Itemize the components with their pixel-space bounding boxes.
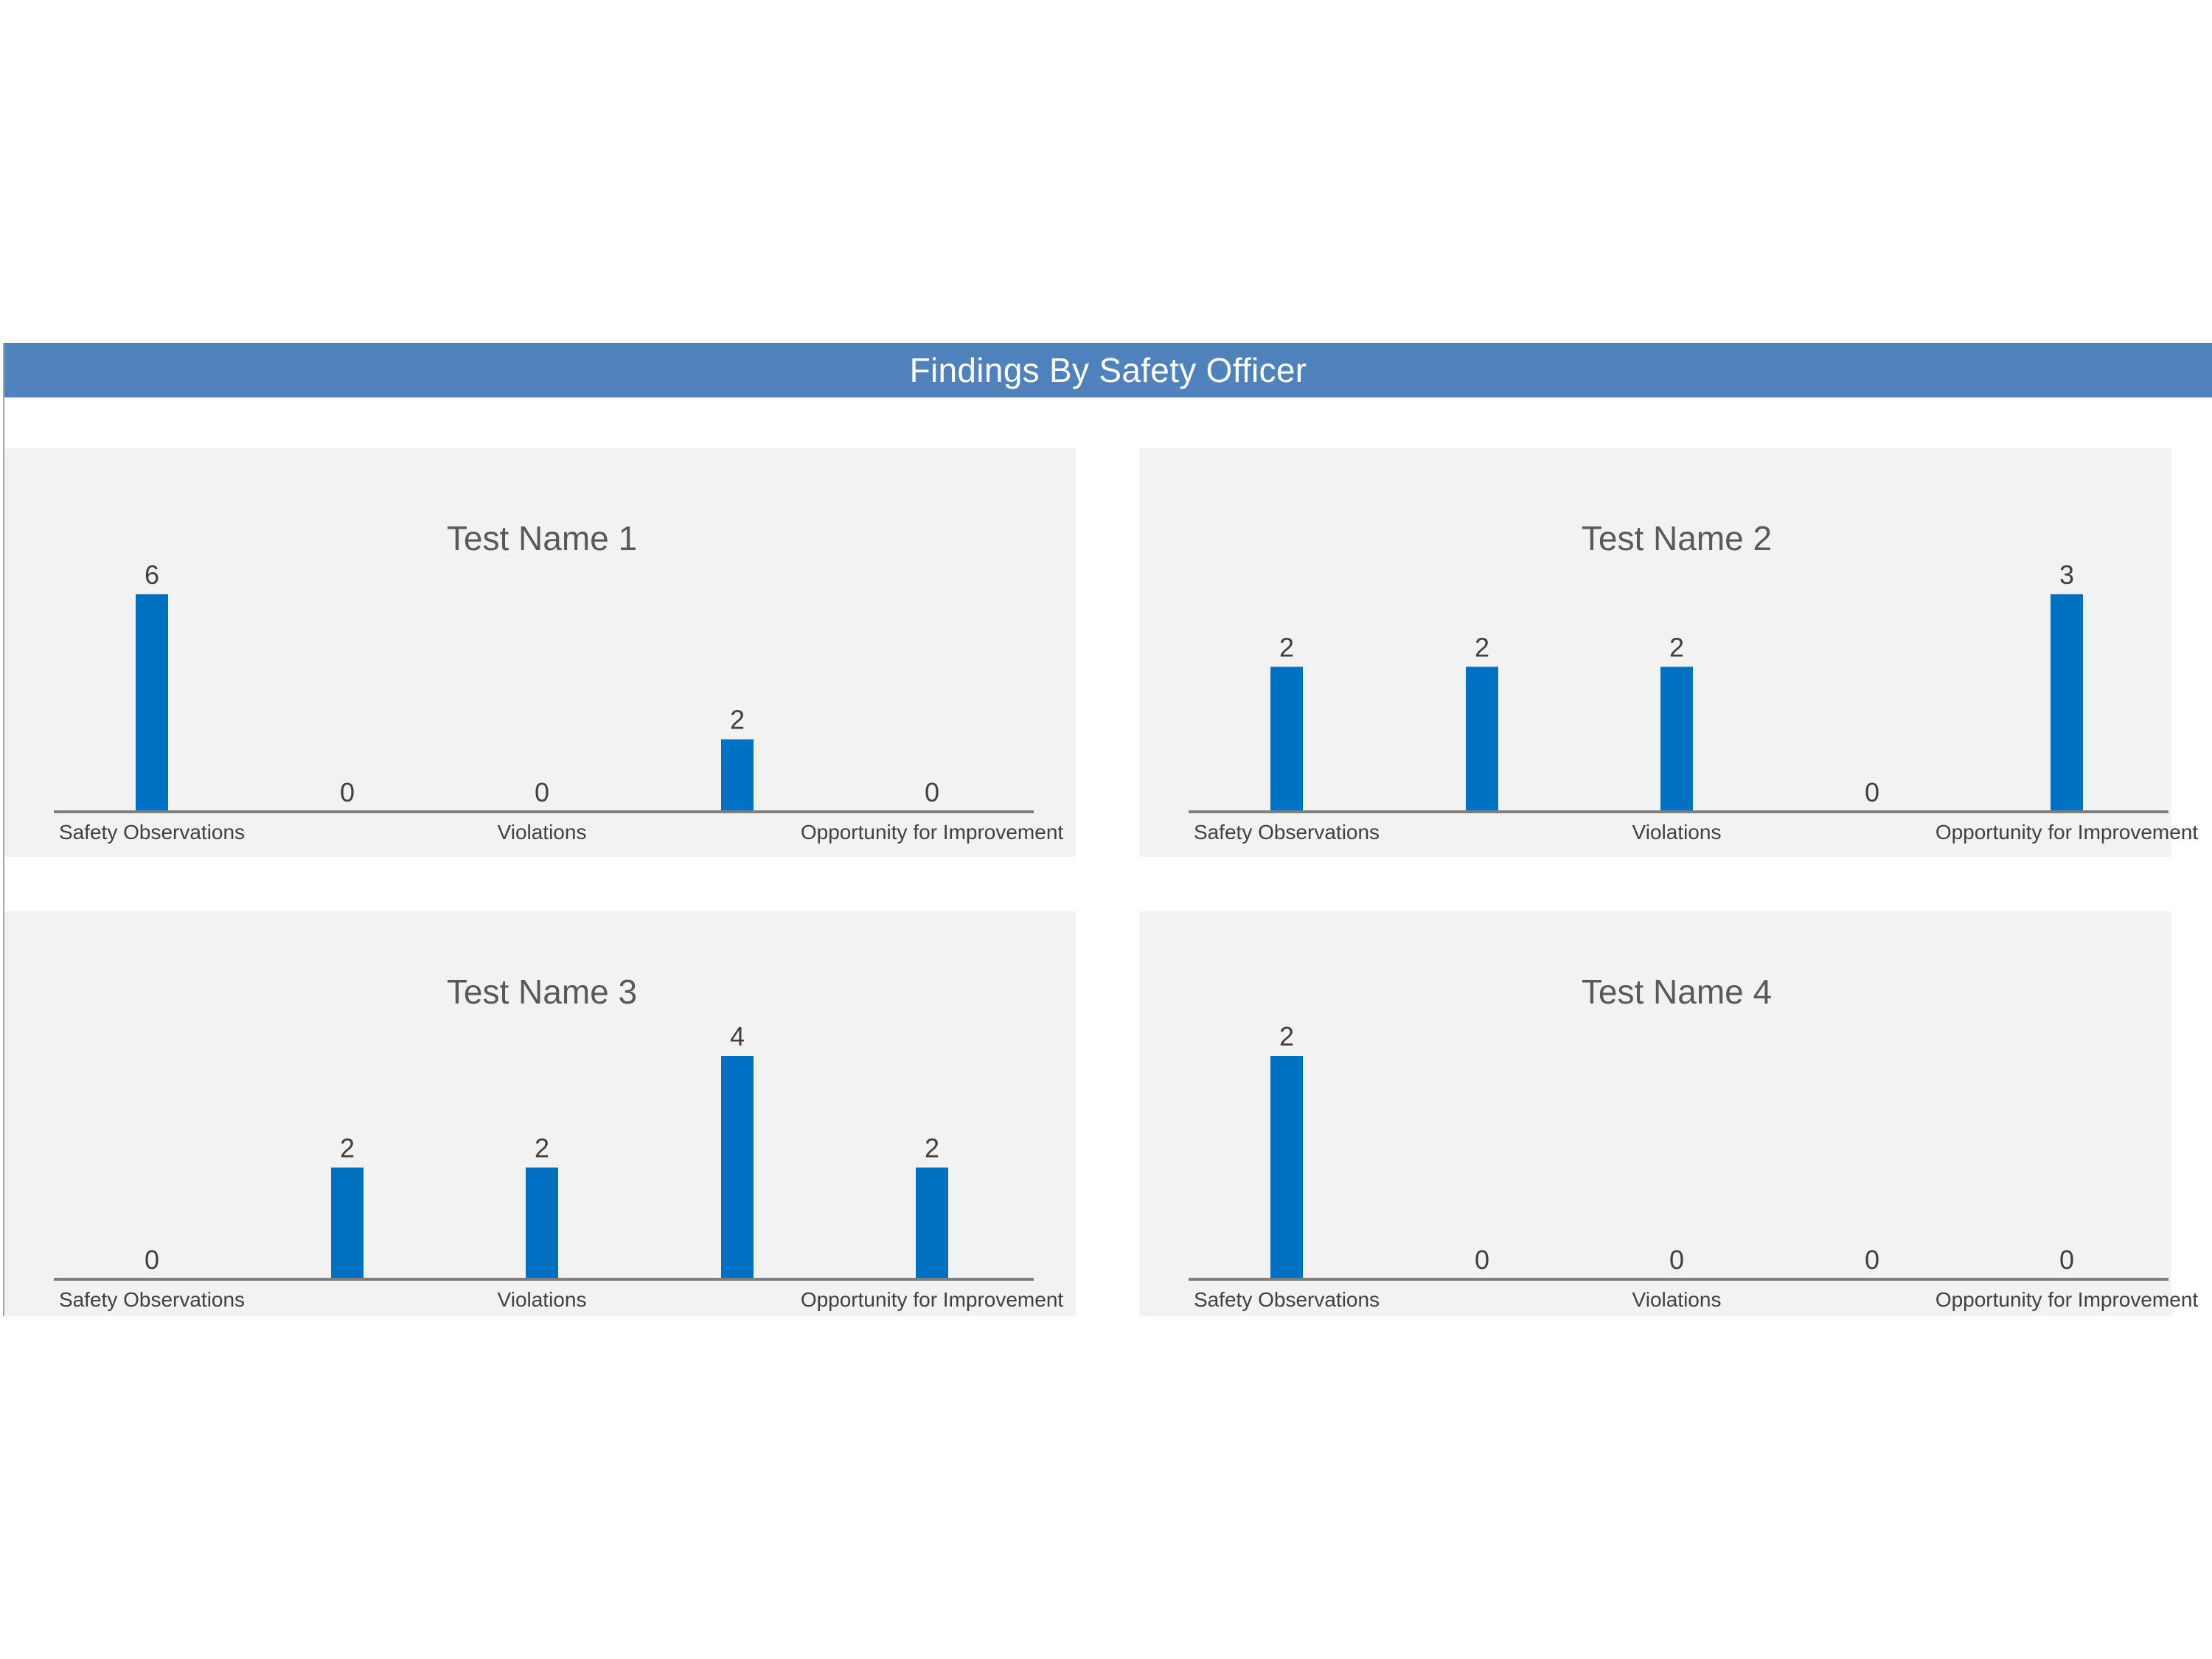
- x-tick-label: Violations: [498, 821, 587, 844]
- x-tick-label: Safety Observations: [1194, 821, 1380, 844]
- chart-panel-test-name-2: Test Name 2 2 2 2 0 3 Safety Observations Viola…: [1139, 448, 2198, 857]
- chart-title: Test Name 3: [447, 973, 637, 1011]
- bar-chart-test-name-3: Test Name 3 0 2 2 4 2 Safety Observations Viola…: [54, 973, 1064, 1311]
- bar-chart-test-name-4: Test Name 4 2 0 0 0 0 Safety Observations Viola…: [1189, 973, 2199, 1311]
- x-tick-label: Violations: [498, 1288, 587, 1311]
- chart-panel-test-name-4: Test Name 4 2 0 0 0 0 Safety Observations Viola…: [1139, 911, 2198, 1316]
- header-bar: Findings By Safety Officer: [4, 343, 2212, 397]
- data-label: 0: [145, 1245, 159, 1275]
- bar: [1270, 1056, 1303, 1279]
- sheet-left-border: [3, 343, 4, 1316]
- x-tick-label: Opportunity for Improvement: [801, 821, 1064, 844]
- data-label: 0: [1475, 1245, 1489, 1275]
- x-tick-label: Safety Observations: [59, 1288, 245, 1311]
- bar: [331, 1167, 364, 1279]
- data-label: 0: [1865, 777, 1879, 807]
- bar: [2051, 594, 2083, 812]
- x-tick-label: Violations: [1632, 821, 1722, 844]
- bar: [1660, 667, 1693, 812]
- data-label: 0: [925, 777, 939, 807]
- bar-chart-test-name-1: Test Name 1 6 0 0 2 0 Safety Observations Viola…: [54, 519, 1064, 844]
- data-label: 4: [730, 1021, 745, 1051]
- x-tick-label: Opportunity for Improvement: [1935, 1288, 2199, 1311]
- chart-panel-test-name-3: Test Name 3 0 2 2 4 2 Safety Observations Viola…: [4, 911, 1076, 1316]
- bar-chart-test-name-2: Test Name 2 2 2 2 0 3 Safety Observations Viola…: [1189, 519, 2199, 844]
- x-tick-label: Violations: [1632, 1288, 1722, 1311]
- data-label: 2: [1475, 632, 1489, 662]
- data-label: 6: [145, 560, 159, 590]
- bar: [136, 594, 168, 812]
- data-label: 0: [2059, 1245, 2074, 1275]
- bar: [721, 739, 754, 812]
- data-label: 3: [2059, 560, 2074, 590]
- x-tick-label: Opportunity for Improvement: [1935, 821, 2199, 844]
- data-label: 2: [730, 705, 745, 735]
- data-label: 2: [340, 1133, 355, 1164]
- chart-title: Test Name 4: [1582, 973, 1772, 1011]
- dashboard-title: Findings By Safety Officer: [909, 351, 1307, 389]
- bar: [916, 1167, 948, 1279]
- bar: [1466, 667, 1498, 812]
- data-label: 2: [1279, 1021, 1294, 1051]
- x-tick-label: Safety Observations: [1194, 1288, 1380, 1311]
- data-label: 2: [1669, 632, 1684, 662]
- bar: [1270, 667, 1303, 812]
- data-label: 0: [1669, 1245, 1684, 1275]
- bar: [721, 1056, 754, 1279]
- data-label: 2: [535, 1133, 549, 1164]
- chart-title: Test Name 2: [1582, 519, 1772, 557]
- data-label: 0: [1865, 1245, 1879, 1275]
- chart-panel-test-name-1: Test Name 1 6 0 0 2 0 Safety Observations Viola…: [4, 448, 1076, 857]
- bar: [526, 1167, 558, 1279]
- data-label: 2: [1279, 632, 1294, 662]
- chart-title: Test Name 1: [447, 519, 637, 557]
- x-tick-label: Safety Observations: [59, 821, 245, 844]
- data-label: 0: [340, 777, 355, 807]
- data-label: 0: [535, 777, 549, 807]
- x-tick-label: Opportunity for Improvement: [801, 1288, 1064, 1311]
- data-label: 2: [925, 1133, 939, 1164]
